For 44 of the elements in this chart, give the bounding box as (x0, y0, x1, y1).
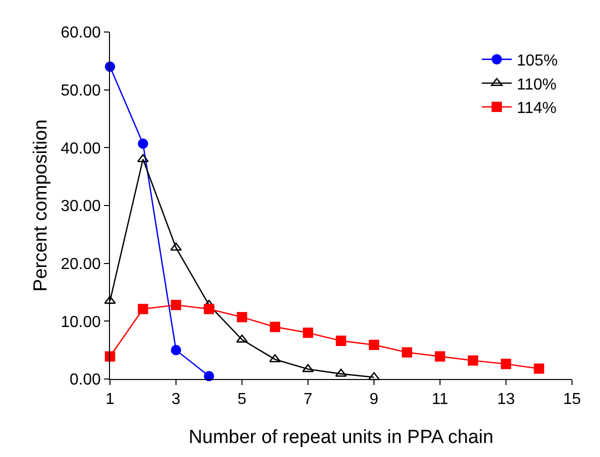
point (434, 351, 446, 362)
point (368, 372, 380, 380)
x-tick-label: 13 (497, 391, 515, 408)
y-tick-label: 0.00 (70, 372, 101, 389)
point (138, 138, 148, 149)
y-tick-label: 40.00 (60, 140, 101, 158)
x-tick-label: 7 (304, 391, 313, 408)
point (500, 358, 512, 370)
x-tick-label: 11 (432, 391, 448, 408)
point (402, 347, 412, 358)
legend-label: 105% (516, 52, 558, 70)
point (336, 336, 346, 346)
point (302, 364, 314, 372)
point (236, 334, 248, 343)
y-tick-label: 60.00 (60, 24, 101, 42)
point (302, 328, 314, 338)
point (204, 304, 214, 314)
point (534, 363, 544, 374)
point (104, 296, 116, 304)
point (170, 242, 182, 251)
x-axis-title: Number of repeat units in PPA chain (188, 427, 494, 448)
y-tick-label: 20.00 (60, 256, 101, 273)
y-tick-label: 10.00 (60, 314, 101, 331)
y-tick-label: 30.00 (60, 198, 101, 216)
point (236, 312, 248, 322)
y-tick-label: 50.00 (60, 82, 101, 100)
x-tick-label: 5 (238, 391, 247, 408)
legend-label: 110% (516, 76, 556, 94)
x-tick-label: 9 (370, 391, 379, 408)
legend-label: 114% (516, 100, 556, 118)
point (335, 368, 347, 377)
x-tick-label: 15 (563, 391, 581, 408)
point (137, 154, 149, 162)
point (270, 322, 280, 332)
y-axis-title: Percent composition (30, 119, 52, 292)
point (468, 355, 478, 366)
point (170, 344, 182, 356)
point (204, 370, 214, 382)
x-tick-label: 3 (172, 391, 181, 408)
point (170, 300, 182, 310)
point (368, 340, 380, 350)
point (138, 304, 148, 314)
point (269, 354, 281, 362)
x-tick-label: 1 (106, 391, 115, 408)
